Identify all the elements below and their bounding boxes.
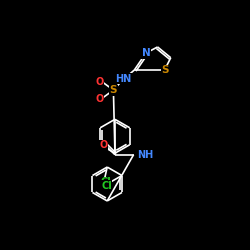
Text: O: O	[99, 140, 108, 150]
Text: S: S	[110, 85, 117, 95]
Text: N: N	[142, 48, 150, 58]
Text: O: O	[95, 94, 104, 104]
Text: O: O	[95, 76, 104, 86]
Text: Cl: Cl	[100, 178, 111, 188]
Text: NH: NH	[137, 150, 153, 160]
Text: HN: HN	[115, 74, 132, 84]
Text: Cl: Cl	[101, 180, 112, 190]
Text: S: S	[162, 65, 169, 75]
